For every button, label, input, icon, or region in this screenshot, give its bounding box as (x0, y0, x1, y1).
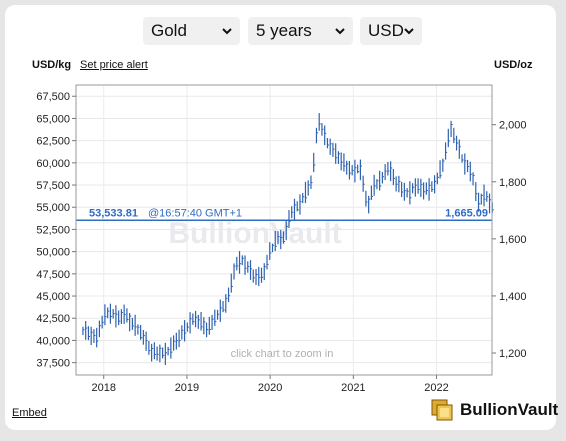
set-price-alert-link[interactable]: Set price alert (80, 59, 148, 71)
currency-select[interactable]: USD (360, 17, 422, 45)
brand-name: BullionVault (460, 400, 559, 419)
x-tick-label: 2022 (424, 382, 448, 394)
y-left-tick-label: 37,500 (36, 358, 70, 370)
current-price-oz: 1,665.09 (445, 207, 488, 219)
y-right-tick-label: 1,600 (499, 234, 527, 246)
plot-frame (75, 84, 493, 376)
price-series (82, 113, 494, 365)
y-left-tick-label: 65,000 (36, 113, 70, 125)
y-right-tick-label: 1,400 (499, 291, 527, 303)
period-select-value: 5 years (256, 21, 312, 40)
x-tick-label: 2019 (175, 382, 199, 394)
chevron-down-icon (222, 28, 232, 35)
x-tick-label: 2018 (91, 382, 115, 394)
current-price-kg: 53,533.81 (89, 207, 138, 219)
gold-bars-icon (431, 399, 453, 421)
price-chart[interactable]: BullionVault 53,533.81 @16:57:40 GMT+1 1… (5, 75, 556, 405)
current-price-line: 53,533.81 @16:57:40 GMT+1 1,665.09 (76, 207, 492, 222)
chevron-down-icon (404, 28, 414, 35)
y-left-tick-label: 57,500 (36, 180, 70, 192)
y-left-tick-label: 60,000 (36, 158, 70, 170)
right-unit-label: USD/oz (494, 59, 533, 71)
y-left-tick-label: 55,000 (36, 202, 70, 214)
chevron-down-icon (335, 28, 345, 35)
y-right-tick-label: 1,200 (499, 348, 527, 360)
y-left-tick-label: 42,500 (36, 313, 70, 325)
y-left-tick-label: 47,500 (36, 269, 70, 281)
embed-link[interactable]: Embed (12, 407, 47, 419)
y-left-tick-label: 40,000 (36, 335, 70, 347)
y-left-tick-label: 52,500 (36, 224, 70, 236)
left-unit-label: USD/kg (32, 59, 72, 71)
chart-widget: Gold 5 years USD USD/kg Set price alert … (5, 5, 558, 430)
watermark: BullionVault (168, 217, 341, 250)
metal-select-value: Gold (151, 21, 187, 40)
current-price-time: @16:57:40 GMT+1 (148, 207, 242, 219)
bullionvault-logo[interactable]: BullionVault (431, 399, 558, 421)
currency-select-value: USD (368, 21, 404, 40)
grid (76, 85, 492, 375)
y-left-tick-label: 67,500 (36, 91, 70, 103)
y-left-tick-label: 62,500 (36, 136, 70, 148)
x-tick-label: 2021 (341, 382, 365, 394)
y-left-tick-label: 50,000 (36, 247, 70, 259)
y-right-tick-label: 2,000 (499, 120, 527, 132)
zoom-hint: click chart to zoom in (231, 348, 334, 360)
metal-select[interactable]: Gold (143, 17, 240, 45)
y-right-tick-label: 1,800 (499, 177, 527, 189)
axes: 37,500 40,000 42,500 45,000 47,500 50,000 52,5… (36, 91, 526, 394)
controls-bar: Gold 5 years USD (5, 17, 556, 49)
y-left-tick-label: 45,000 (36, 291, 70, 303)
x-tick-label: 2020 (258, 382, 282, 394)
period-select[interactable]: 5 years (248, 17, 353, 45)
